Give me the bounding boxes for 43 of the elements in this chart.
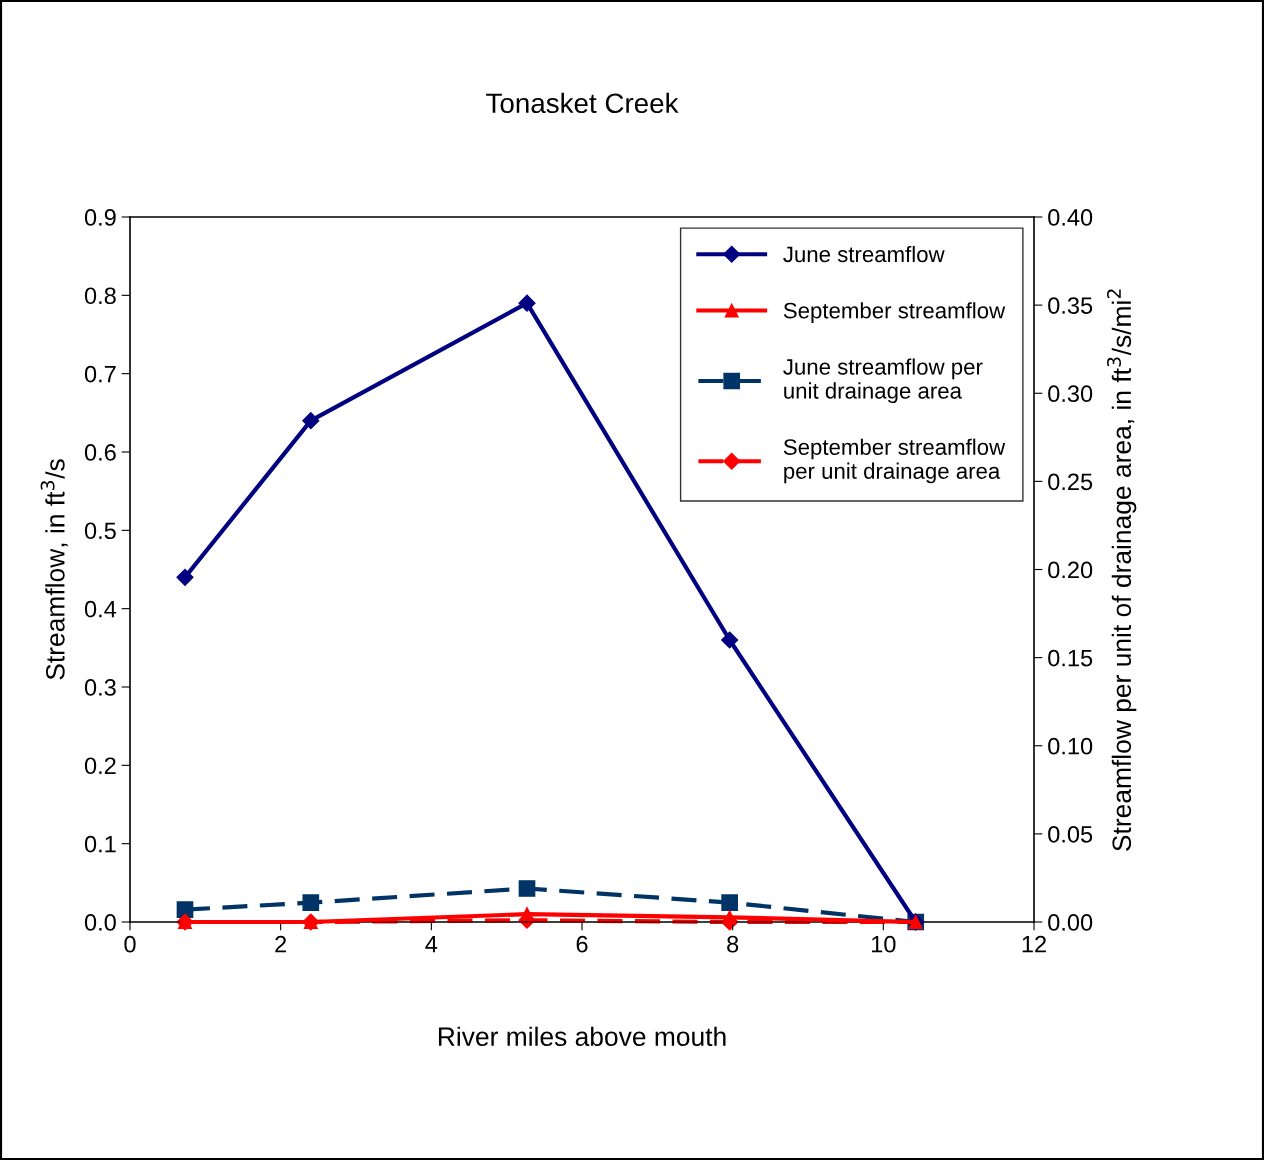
point — [721, 894, 738, 911]
y2-tick-label: 0.00 — [1048, 914, 1093, 931]
y2-tick-label: 0.20 — [1048, 561, 1093, 579]
legend-label: September streamflow per unit drainage area — [783, 438, 1006, 484]
y-tick-label: 0.9 — [84, 209, 116, 226]
y-tick-label: 0.6 — [84, 444, 116, 461]
point — [721, 631, 739, 649]
chart-title: Tonasket Creek — [486, 92, 679, 114]
point — [302, 894, 320, 911]
y-axis-title: Streamflow, in ft$^{3}$/s — [40, 459, 68, 680]
legend-label: September streamflow — [783, 302, 1006, 323]
x-tick-label: 0 — [124, 935, 136, 953]
y-tick-label: 0.8 — [84, 287, 116, 305]
y2-tick-label: 0.25 — [1048, 473, 1093, 491]
x-tick-label: 10 — [872, 935, 896, 953]
y2-tick-label: 0.05 — [1048, 825, 1093, 843]
point — [176, 568, 194, 586]
y-tick-label: 0.4 — [84, 600, 117, 618]
x-tick-label: 6 — [576, 935, 588, 953]
y2-tick-label: 0.30 — [1048, 385, 1093, 403]
y2-tick-label: 0.10 — [1048, 737, 1093, 755]
point — [518, 880, 536, 897]
y2-axis-title: Streamflow per unit of drainage area, in ft$^{3}$/s/mi$^{2}$ — [1107, 289, 1137, 851]
x-tick-label: 12 — [1022, 935, 1046, 953]
x-tick-label: 4 — [425, 936, 438, 953]
point — [302, 412, 320, 430]
point — [518, 294, 536, 312]
x-tick-label: 8 — [727, 935, 739, 953]
point — [722, 910, 737, 925]
y-tick-label: 0.5 — [84, 522, 116, 540]
x-axis-title: River miles above mouth — [438, 1026, 726, 1047]
y2-tick-label: 0.40 — [1048, 209, 1093, 226]
y2-tick-label: 0.35 — [1048, 297, 1093, 314]
legend-label: June streamflow per unit drainage area — [783, 358, 983, 404]
y-tick-label: 0.3 — [84, 679, 116, 696]
y2-tick-label: 0.15 — [1048, 649, 1093, 667]
point — [176, 901, 194, 918]
legend-label: June streamflow — [783, 245, 945, 263]
x-tick-label: 2 — [275, 935, 287, 953]
y-tick-label: 0.7 — [84, 365, 116, 383]
y-tick-label: 0.0 — [84, 914, 116, 931]
y-tick-label: 0.1 — [84, 835, 116, 853]
y-tick-label: 0.2 — [84, 757, 116, 775]
